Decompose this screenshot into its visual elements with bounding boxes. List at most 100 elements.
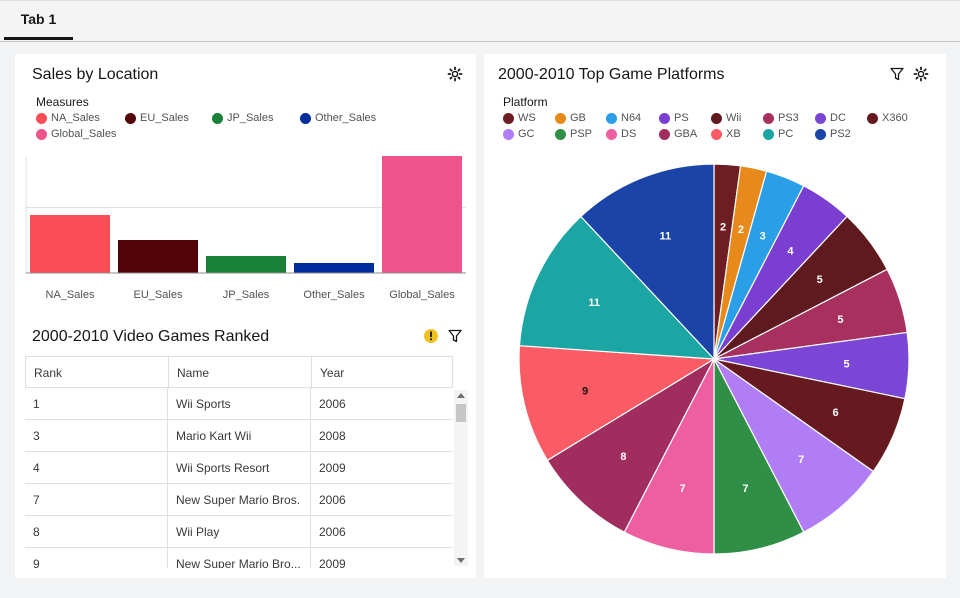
legend-swatch [606,112,617,124]
legend-item-gba[interactable]: GBA [659,128,697,140]
filter-icon[interactable] [447,328,463,344]
legend-item-ps3[interactable]: PS3 [763,112,799,124]
pie-data-label: 5 [817,274,823,286]
legend-item-na-sales[interactable]: NA_Sales [36,112,100,124]
column-header-rank[interactable]: Rank [26,357,169,389]
legend-label: N64 [621,112,642,124]
scroll-thumb[interactable] [456,404,466,422]
legend-label: DS [621,128,637,140]
bar-other-sales[interactable] [294,263,374,273]
bar-jp-sales[interactable] [206,256,286,273]
pie-slice-xb[interactable] [518,345,716,462]
pie-slice-gc[interactable] [713,358,875,533]
cell-rank: 9 [25,548,168,568]
legend-swatch [300,112,311,124]
legend-label: Global_Sales [51,128,117,140]
pie-slice-ps2[interactable] [580,163,715,361]
pie-data-label: 6 [833,407,839,419]
pie-slice-pc[interactable] [518,215,716,360]
cell-rank: 4 [25,452,168,484]
pie-slice-psp[interactable] [713,358,805,555]
cell-name: Mario Kart Wii [168,420,311,452]
gear-icon[interactable] [913,66,929,82]
cell-name: New Super Mario Bro... [168,548,311,568]
bar-global-sales[interactable] [382,156,462,273]
filter-icon[interactable] [889,66,905,82]
cell-year: 2006 [319,493,346,507]
pie-data-label: 2 [738,224,744,236]
legend-label: GC [518,128,535,140]
cell-year: 2009 [319,461,346,475]
legend-label: JP_Sales [227,112,274,124]
table-row[interactable]: 1 Wii Sports 2006 [25,388,453,420]
legend-label: XB [726,128,741,140]
legend-item-other-sales[interactable]: Other_Sales [300,112,376,124]
legend-item-xb[interactable]: XB [711,128,741,140]
bar-tick-label: EU_Sales [134,289,183,301]
pie-data-label: 5 [837,314,843,326]
legend-item-eu-sales[interactable]: EU_Sales [125,112,189,124]
legend-swatch [711,112,722,124]
legend-swatch [606,128,617,140]
right-panel: 2000-2010 Top Game Platforms Platform WS… [484,54,946,578]
pie-slice-gba[interactable] [546,357,716,533]
pie-data-label: 8 [620,451,626,463]
legend-item-n64[interactable]: N64 [606,112,641,124]
column-header-name[interactable]: Name [169,357,312,389]
scroll-up-arrow-icon[interactable] [457,393,465,398]
pie-data-label: 3 [760,231,766,243]
table-row[interactable]: 7 New Super Mario Bros. 2006 [25,484,453,516]
legend-item-ds[interactable]: DS [606,128,636,140]
bar-eu-sales[interactable] [118,240,198,273]
table-title: 2000-2010 Video Games Ranked [32,328,270,345]
legend-swatch [555,112,566,124]
table-row[interactable]: 4 Wii Sports Resort 2009 [25,452,453,484]
column-header-year[interactable]: Year [320,366,345,380]
legend-swatch [867,112,878,124]
pie-data-label: 11 [588,297,600,309]
legend-swatch [815,128,826,140]
scroll-down-arrow-icon[interactable] [457,558,465,563]
table-row[interactable]: 8 Wii Play 2006 [25,516,453,548]
legend-label: X360 [882,112,908,124]
gear-icon[interactable] [447,66,463,82]
legend-item-pc[interactable]: PC [763,128,793,140]
legend-swatch [125,112,136,124]
legend-item-jp-sales[interactable]: JP_Sales [212,112,273,124]
tab-1[interactable]: Tab 1 [4,1,73,40]
platform-legend-title: Platform [503,95,548,109]
legend-swatch [503,112,514,124]
legend-item-ws[interactable]: WS [503,112,536,124]
cell-rank: 8 [25,516,168,548]
legend-item-gc[interactable]: GC [503,128,535,140]
warning-icon[interactable] [423,328,439,344]
legend-item-wii[interactable]: Wii [711,112,741,124]
pie-data-label: 4 [787,246,794,258]
legend-item-ps[interactable]: PS [659,112,689,124]
legend-label: Wii [726,112,742,124]
legend-item-dc[interactable]: DC [815,112,846,124]
legend-swatch [212,112,223,124]
legend-item-gb[interactable]: GB [555,112,586,124]
bar-na-sales[interactable] [30,215,110,273]
legend-item-global-sales[interactable]: Global_Sales [36,128,116,140]
legend-label: PSP [570,128,593,140]
table-row[interactable]: 3 Mario Kart Wii 2008 [25,420,453,452]
legend-label: PS2 [830,128,851,140]
cell-year: 2008 [319,429,346,443]
table-row[interactable]: 9 New Super Mario Bro... 2009 [25,548,453,568]
legend-swatch [659,112,670,124]
left-panel: Sales by Location Measures NA_Sales EU_Sa… [15,54,476,578]
games-table: Rank Name Year 1 Wii Sports 2006 3 Mario Kar… [25,356,453,568]
table-scrollbar[interactable] [454,390,468,566]
legend-item-psp[interactable]: PSP [555,128,592,140]
cell-rank: 7 [25,484,168,516]
legend-item-ps2[interactable]: PS2 [815,128,851,140]
pie-data-label: 5 [843,359,849,371]
pie-data-label: 11 [660,231,672,243]
legend-item-x360[interactable]: X360 [867,112,908,124]
legend-label: Other_Sales [315,112,377,124]
bar-tick-label: JP_Sales [223,289,270,301]
legend-label: GBA [674,128,698,140]
pie-slice-ds[interactable] [623,358,715,555]
